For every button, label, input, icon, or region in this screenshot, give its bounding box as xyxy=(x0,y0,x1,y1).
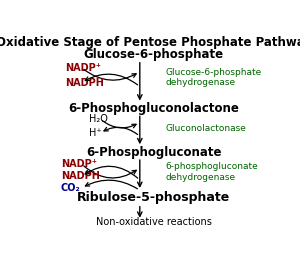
Text: H₂O: H₂O xyxy=(89,114,107,124)
Text: Ribulose-5-phosphate: Ribulose-5-phosphate xyxy=(77,191,230,204)
Text: NADP⁺: NADP⁺ xyxy=(65,63,101,73)
Text: 6-phosphogluconate
dehydrogenase: 6-phosphogluconate dehydrogenase xyxy=(165,162,258,182)
Text: Glucose-6-phosphate: Glucose-6-phosphate xyxy=(84,48,224,61)
Text: H⁺: H⁺ xyxy=(89,128,101,138)
Text: CO₂: CO₂ xyxy=(61,183,80,193)
Text: 6-Phosphogluconolactone: 6-Phosphogluconolactone xyxy=(68,102,239,115)
Text: 6-Phosphogluconate: 6-Phosphogluconate xyxy=(86,146,221,159)
Text: Gluconolactonase: Gluconolactonase xyxy=(165,124,246,133)
Text: NADPH: NADPH xyxy=(65,78,104,88)
Text: NADPH: NADPH xyxy=(61,171,100,181)
Text: Oxidative Stage of Pentose Phosphate Pathway: Oxidative Stage of Pentose Phosphate Pat… xyxy=(0,36,300,49)
Text: Glucose-6-phosphate
dehydrogenase: Glucose-6-phosphate dehydrogenase xyxy=(165,68,262,87)
Text: NADP⁺: NADP⁺ xyxy=(61,159,97,169)
Text: Non-oxidative reactions: Non-oxidative reactions xyxy=(96,217,212,227)
